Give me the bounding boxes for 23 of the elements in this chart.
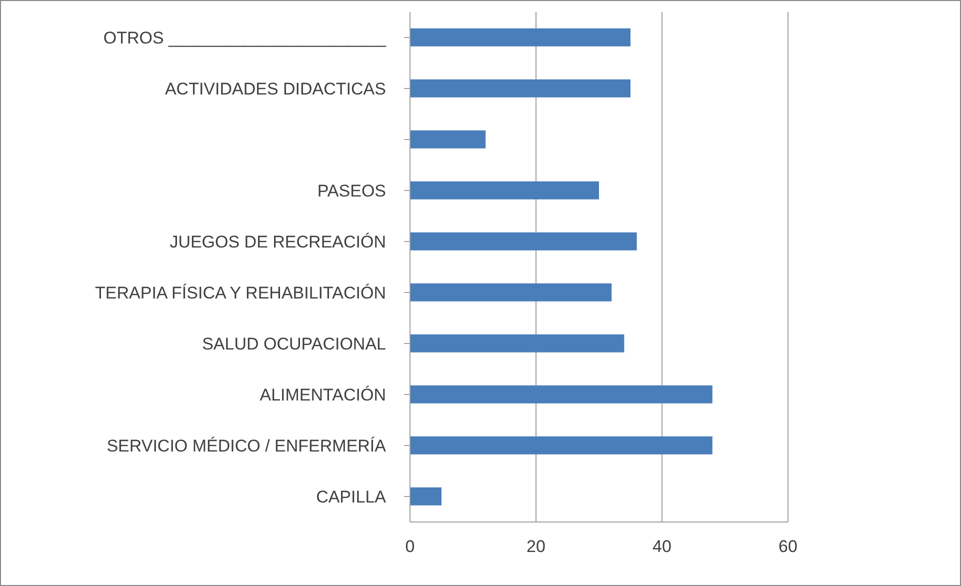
y-tick-label: SALUD OCUPACIONAL (202, 334, 386, 354)
x-tick-label: 40 (652, 537, 672, 556)
bar (410, 283, 612, 302)
bar (410, 130, 486, 148)
y-tick-label: SERVICIO MÉDICO / ENFERMERÍA (106, 436, 387, 456)
y-tick-label: OTROS _______________________ (103, 28, 387, 48)
bar (410, 436, 712, 454)
bar (410, 79, 630, 98)
x-tick-label: 0 (405, 537, 415, 556)
x-tick-label: 20 (526, 537, 546, 556)
bar (410, 232, 637, 250)
x-tick-label: 60 (778, 537, 798, 556)
y-tick-label: JUEGOS DE RECREACIÓN (170, 232, 386, 252)
y-tick-label: ACTIVIDADES DIDACTICAS (164, 80, 386, 99)
y-tick-label: PASEOS (317, 182, 386, 201)
bar (410, 181, 599, 200)
bar (410, 385, 712, 404)
y-tick-label: TERAPIA FÍSICA Y REHABILITACIÓN (95, 284, 386, 303)
y-tick-label: ALIMENTACIÓN (260, 386, 386, 405)
y-tick-label: CAPILLA (316, 488, 387, 507)
bar (410, 28, 630, 46)
bar (410, 487, 442, 506)
bar (410, 334, 624, 352)
